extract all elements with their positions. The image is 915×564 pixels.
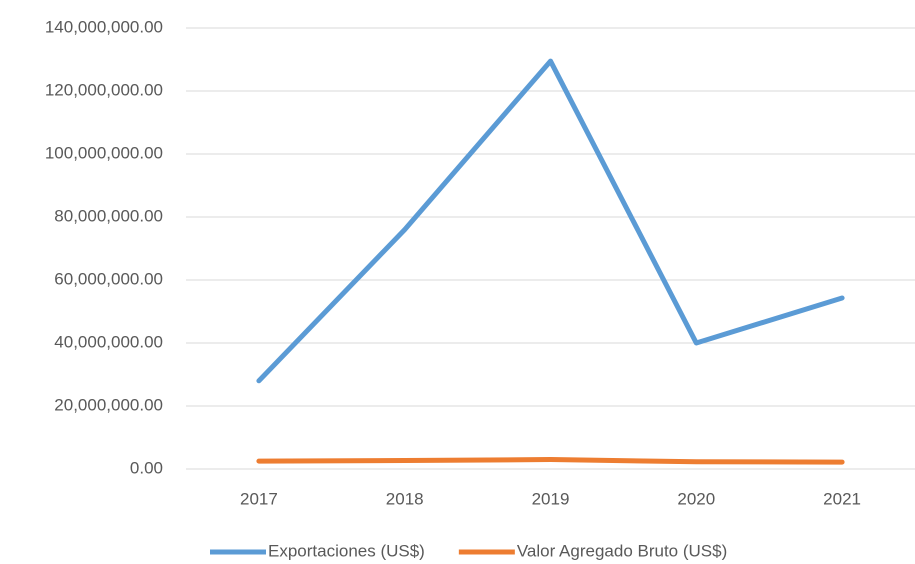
legend-label: Exportaciones (US$) [268,541,425,560]
y-tick-label: 60,000,000.00 [54,269,163,288]
x-tick-label: 2019 [532,489,570,508]
y-tick-label: 80,000,000.00 [54,206,163,225]
series-line [256,58,845,384]
y-tick-label: 100,000,000.00 [45,143,163,162]
series-line [256,457,845,465]
y-tick-label: 0.00 [130,458,163,477]
x-tick-label: 2018 [386,489,424,508]
legend-label: Valor Agregado Bruto (US$) [517,541,727,560]
y-tick-label: 20,000,000.00 [54,395,163,414]
x-tick-label: 2017 [240,489,278,508]
y-tick-label: 40,000,000.00 [54,332,163,351]
x-tick-label: 2020 [677,489,715,508]
x-tick-label: 2021 [823,489,861,508]
y-tick-label: 140,000,000.00 [45,17,163,36]
y-tick-label: 120,000,000.00 [45,80,163,99]
